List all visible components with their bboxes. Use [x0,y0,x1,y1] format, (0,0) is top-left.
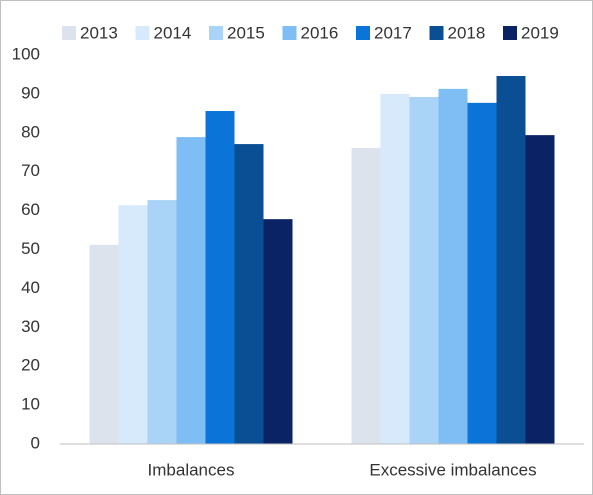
legend-label: 2017 [374,23,412,42]
bar [205,111,235,445]
bar [147,200,177,444]
legend-swatch [503,26,517,40]
y-tick-label: 10 [21,395,40,414]
legend-label: 2016 [301,23,339,42]
bar [496,76,526,445]
y-tick-label: 0 [31,433,40,452]
y-tick-label: 80 [21,122,40,141]
x-tick-label: Excessive imbalances [369,460,536,479]
y-tick-label: 70 [21,161,40,180]
bar [118,205,148,444]
x-tick-label: Imbalances [148,460,235,479]
bar [263,219,293,444]
y-tick-label: 60 [21,200,40,219]
bar [438,88,468,444]
bar [525,135,555,444]
bar [176,137,206,445]
legend-swatch [135,26,150,40]
legend-swatch [209,26,223,40]
legend-label: 2018 [448,23,486,42]
legend-label: 2014 [154,23,192,42]
legend-label: 2019 [521,23,559,42]
y-tick-label: 20 [21,356,40,375]
legend-label: 2013 [80,23,118,42]
bar [467,102,497,445]
bar [89,244,119,444]
legend-swatch [429,26,444,40]
y-tick-label: 100 [12,44,40,63]
bar [234,144,264,444]
bar [351,147,381,444]
bar [409,97,439,445]
y-tick-label: 30 [21,317,40,336]
y-tick-label: 90 [21,83,40,102]
legend-swatch [356,26,370,40]
y-tick-label: 40 [21,278,40,297]
y-tick-label: 50 [21,239,40,258]
bar [380,93,410,445]
legend-label: 2015 [227,23,265,42]
legend-swatch [62,26,76,40]
legend-swatch [282,26,297,40]
